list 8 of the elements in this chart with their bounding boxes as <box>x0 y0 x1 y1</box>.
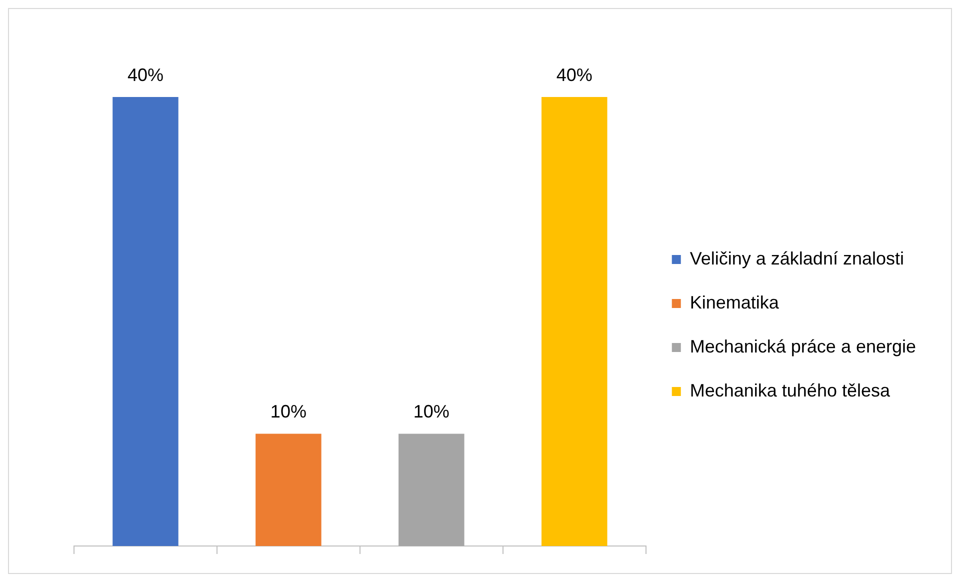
data-label: 40% <box>556 64 592 85</box>
legend-label: Mechanika tuhého tělesa <box>690 380 891 400</box>
legend-label: Mechanická práce a energie <box>690 336 916 356</box>
data-label: 40% <box>127 64 164 85</box>
data-label: 10% <box>413 402 450 422</box>
data-label: 10% <box>270 402 306 422</box>
legend-label: Veličiny a základní znalosti <box>690 248 904 268</box>
legend-label: Kinematika <box>690 292 780 312</box>
